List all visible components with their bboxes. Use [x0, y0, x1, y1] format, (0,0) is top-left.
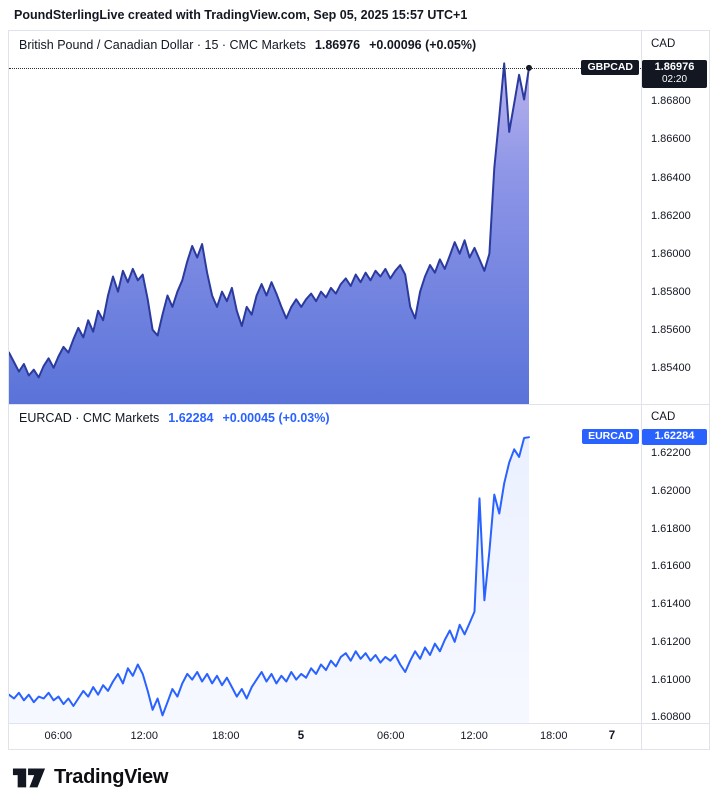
gbpcad-area-chart[interactable]	[9, 31, 641, 404]
tradingview-logo[interactable]: TradingView	[12, 761, 168, 793]
price-tick-label: 1.62000	[651, 485, 691, 497]
eurcad-symbol-flag: EURCAD	[582, 429, 639, 444]
gbpcad-symbol-flag: GBPCAD	[581, 60, 639, 75]
time-tick-label: 06:00	[376, 730, 405, 742]
price-tick-label: 1.61200	[651, 636, 691, 648]
pane-separator[interactable]	[9, 404, 709, 405]
attribution-text: PoundSterlingLive created with TradingVi…	[14, 8, 468, 22]
eurcad-price-ticks: 1.62200 1.62000 1.61800 1.61600 1.61400 1.612…	[641, 404, 709, 723]
eurcad-area-fill	[9, 437, 529, 723]
gbpcad-price-badge: 1.86976 02:20	[642, 60, 707, 88]
price-tick-label: 1.60800	[651, 711, 691, 723]
time-axis-ticks: 06:00 12:00 18:00 5 06:00 12:00 18:00 7	[9, 723, 641, 749]
price-scale-separator	[641, 31, 642, 749]
time-tick-label: 5	[297, 730, 305, 742]
gbpcad-bar-countdown: 02:20	[661, 74, 688, 85]
gbpcad-last-price: 1.86976	[314, 38, 361, 52]
price-tick-label: 1.86800	[651, 95, 691, 107]
eurcad-price-line	[9, 436, 530, 717]
price-tick-label: 1.86600	[651, 133, 691, 145]
eurcad-change: +0.00045 (+0.03%)	[222, 411, 330, 425]
price-tick-label: 1.85600	[651, 324, 691, 336]
eurcad-last-price: 1.62284	[168, 411, 214, 425]
eurcad-price-badge: 1.62284	[642, 429, 707, 445]
eurcad-line-chart[interactable]	[9, 404, 641, 723]
gbpcad-area-fill	[9, 63, 529, 404]
price-tick-label: 1.86000	[651, 248, 691, 260]
gbpcad-badge-price: 1.86976	[654, 61, 695, 73]
eurcad-badge-price: 1.62284	[654, 430, 695, 442]
gbpcad-price-ticks: 1.86800 1.86600 1.86400 1.86200 1.86000 1.858…	[641, 31, 709, 404]
time-tick-label: 12:00	[130, 730, 158, 742]
gbpcad-price-scale[interactable]: CAD 1.86800 1.86600 1.86400 1.86200 1.86000 1…	[641, 31, 709, 404]
time-tick-label: 18:00	[212, 730, 240, 742]
price-tick-label: 1.61600	[651, 560, 691, 572]
time-axis[interactable]: 06:00 12:00 18:00 5 06:00 12:00 18:00 7	[9, 723, 709, 749]
gbpcad-currency-label: CAD	[651, 38, 676, 50]
eurcad-price-scale[interactable]: CAD 1.62200 1.62000 1.61800 1.61600 1.61400 1…	[641, 404, 709, 723]
price-tick-label: 1.61800	[651, 523, 691, 535]
price-tick-label: 1.85800	[651, 286, 691, 298]
eurcad-legend: EURCAD · CMC Markets 1.62284 +0.00045 (+…	[19, 411, 330, 425]
price-tick-label: 1.85400	[651, 362, 691, 374]
time-tick-label: 12:00	[460, 730, 488, 742]
eurcad-currency-label: CAD	[651, 411, 676, 423]
gbpcad-title: British Pound / Canadian Dollar · 15 · C…	[19, 38, 306, 52]
tradingview-logo-icon	[12, 768, 46, 788]
eurcad-title: EURCAD · CMC Markets	[19, 411, 160, 425]
pane-eurcad[interactable]: EURCAD · CMC Markets 1.62284 +0.00045 (+…	[9, 404, 709, 723]
price-tick-label: 1.86200	[651, 210, 691, 222]
time-tick-label: 7	[608, 730, 616, 742]
price-tick-label: 1.86400	[651, 172, 691, 184]
gbpcad-change: +0.00096 (+0.05%)	[369, 38, 477, 52]
price-tick-label: 1.62200	[651, 447, 691, 459]
gbpcad-price-line	[9, 62, 530, 379]
time-tick-label: 06:00	[44, 730, 73, 742]
gbpcad-legend: British Pound / Canadian Dollar · 15 · C…	[19, 38, 476, 52]
price-tick-label: 1.61000	[651, 674, 691, 686]
gbpcad-last-price-dotted-line	[9, 68, 641, 69]
time-tick-label: 18:00	[540, 730, 568, 742]
pane-gbpcad[interactable]: British Pound / Canadian Dollar · 15 · C…	[9, 31, 709, 404]
tradingview-logo-text: TradingView	[54, 765, 169, 788]
price-tick-label: 1.61400	[651, 598, 691, 610]
gbpcad-last-point-dot	[526, 64, 532, 71]
chart-frame: British Pound / Canadian Dollar · 15 · C…	[8, 30, 710, 750]
axis-separator	[9, 723, 709, 724]
